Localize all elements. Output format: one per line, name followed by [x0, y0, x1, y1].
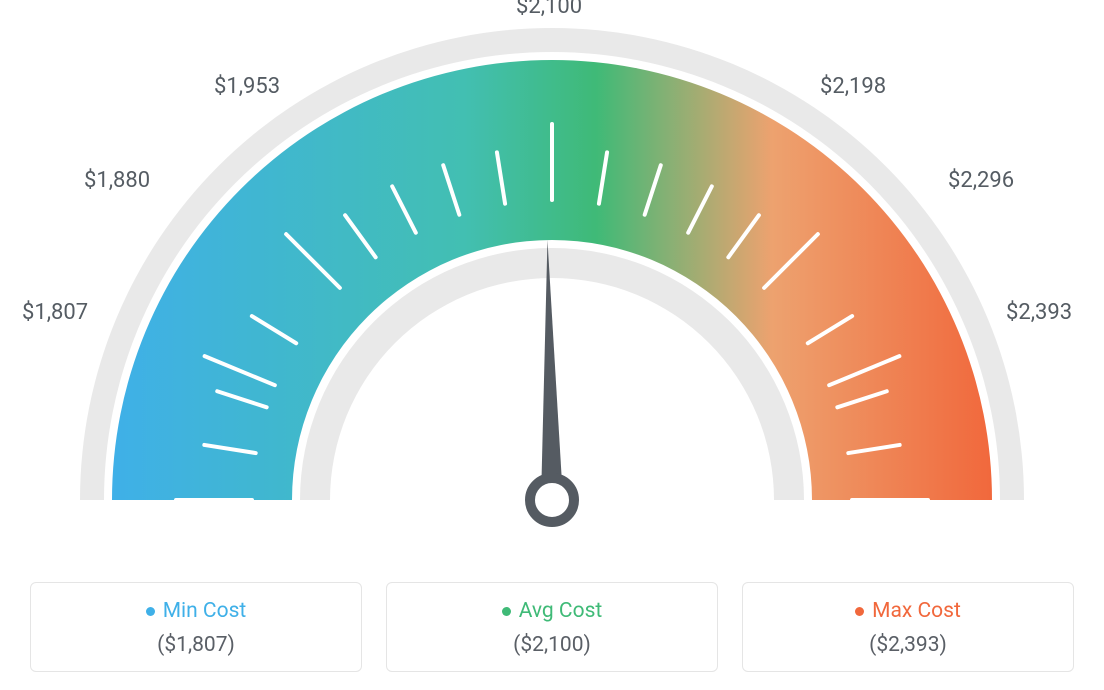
legend-row: Min Cost ($1,807) Avg Cost ($2,100) Max Cost…	[0, 582, 1104, 672]
legend-title: Min Cost	[146, 599, 247, 623]
cost-gauge-widget: $1,807 $1,880 $1,953 $2,100 $2,198 $2,296 $2,3…	[0, 0, 1104, 690]
gauge-chart: $1,807 $1,880 $1,953 $2,100 $2,198 $2,296 $2,3…	[0, 0, 1104, 560]
legend-title-text: Min Cost	[163, 599, 247, 623]
legend-value: ($2,100)	[397, 633, 707, 657]
legend-card: Max Cost ($2,393)	[742, 582, 1074, 672]
legend-title-text: Max Cost	[872, 599, 961, 623]
gauge-tick-label: $1,953	[214, 74, 280, 99]
gauge-tick-label: $2,100	[516, 0, 582, 19]
legend-dot-icon	[146, 607, 155, 616]
gauge-tick-label: $2,393	[1006, 300, 1072, 325]
gauge-tick-label: $1,807	[22, 300, 88, 325]
gauge-svg	[0, 0, 1104, 560]
legend-value: ($2,393)	[753, 633, 1063, 657]
legend-dot-icon	[855, 607, 864, 616]
gauge-tick-label: $2,198	[820, 74, 886, 99]
gauge-tick-label: $2,296	[948, 168, 1014, 193]
legend-card: Min Cost ($1,807)	[30, 582, 362, 672]
legend-card: Avg Cost ($2,100)	[386, 582, 718, 672]
legend-title: Avg Cost	[502, 599, 603, 623]
legend-title-text: Avg Cost	[519, 599, 603, 623]
gauge-tick-label: $1,880	[84, 168, 150, 193]
legend-value: ($1,807)	[41, 633, 351, 657]
legend-dot-icon	[502, 607, 511, 616]
legend-title: Max Cost	[855, 599, 961, 623]
